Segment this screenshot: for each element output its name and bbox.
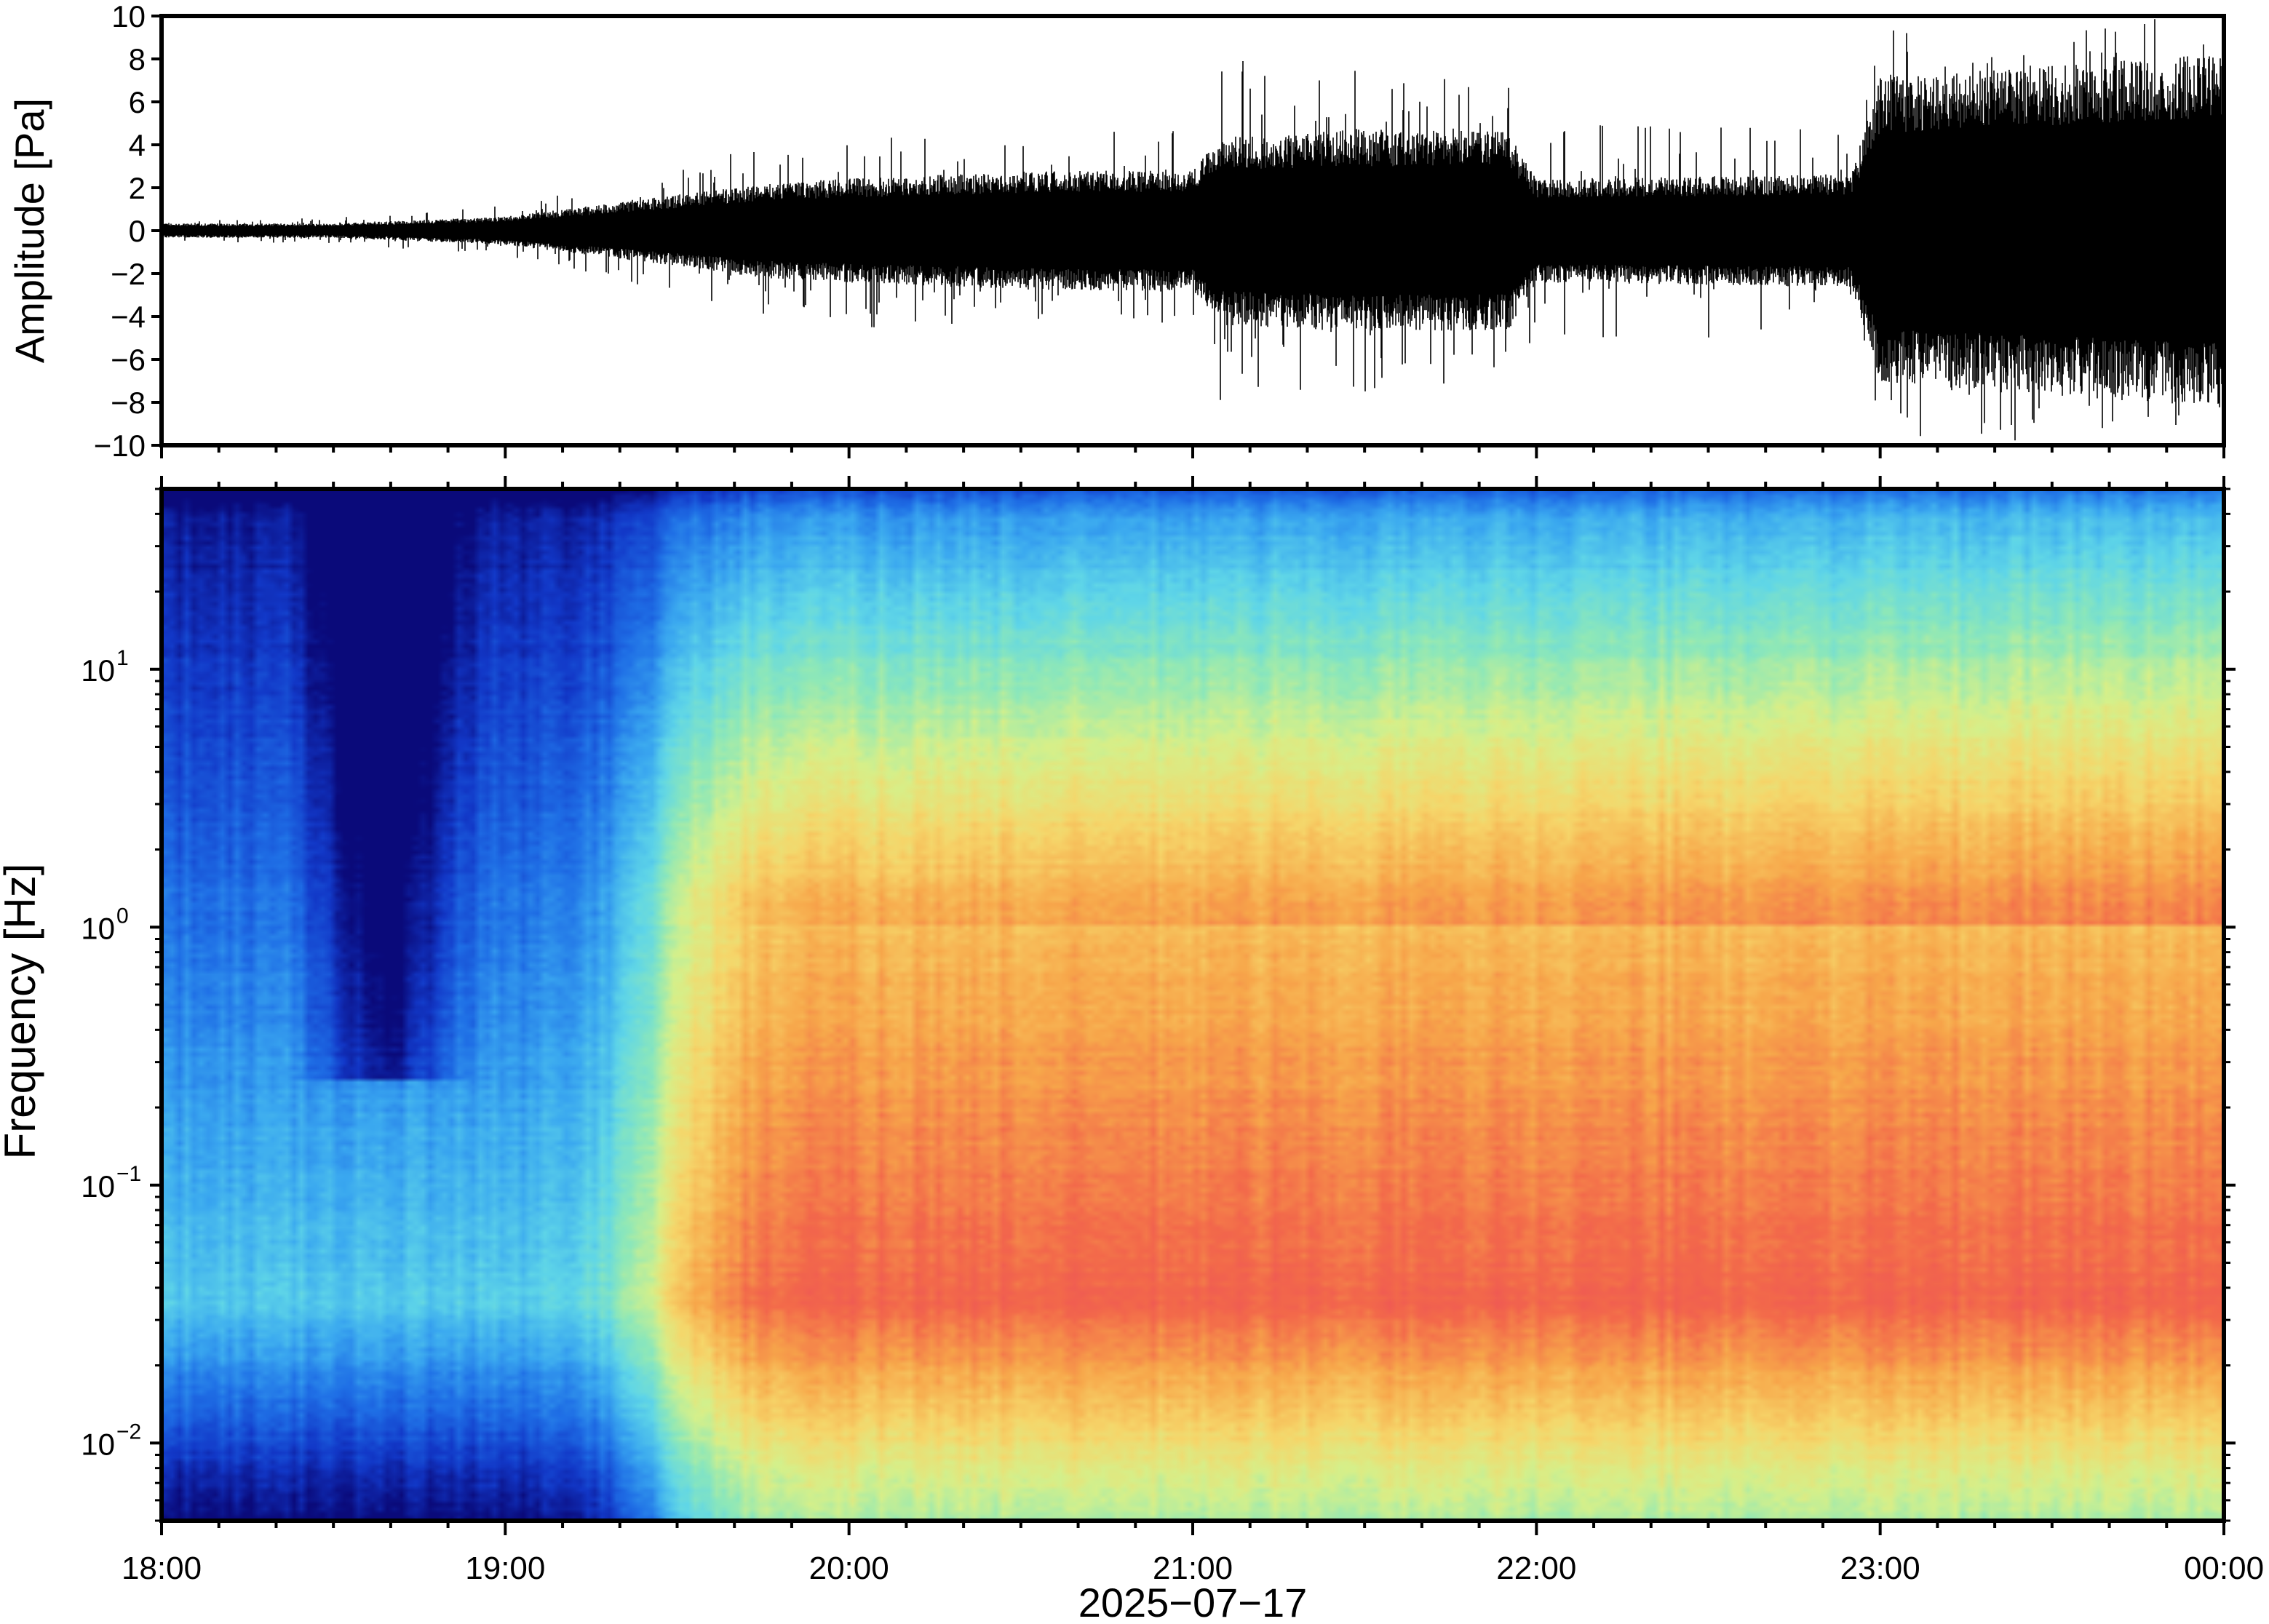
amplitude-plot-frame [159,14,2226,447]
time-x-tick-label: 22:00 [1496,1551,1576,1586]
waveform-trace [161,19,2225,441]
time-x-tick-label: 23:00 [1840,1551,1920,1586]
amplitude-panel: −10 −8 −6 −4 −2 0 2 4 6 8 10 Amplitude [Pa] [7,0,2226,463]
frequency-y-tick-exponent: −1 [116,1162,141,1186]
frequency-y-tick-exponent: 1 [116,646,129,670]
amplitude-y-tick-label: −2 [111,257,146,291]
amplitude-y-tick-label: −8 [111,386,146,420]
frequency-y-tick-label: 10 [81,1169,115,1203]
amplitude-y-tick-label: −6 [111,343,146,377]
amplitude-y-axis: −10 −8 −6 −4 −2 0 2 4 6 8 10 [94,0,162,463]
spectrogram-plot-frame [159,487,2226,1523]
time-x-tick-label: 18:00 [122,1551,202,1586]
waveform-path [161,19,2225,441]
amplitude-y-tick-label: 6 [129,85,146,119]
amplitude-y-tick-label: 0 [129,214,146,248]
time-x-axis-label: 2025−07−17 [1078,1580,1308,1624]
amplitude-y-axis-label: Amplitude [Pa] [7,98,52,363]
spectrogram-image [162,489,2224,1521]
time-x-tick-label: 00:00 [2184,1551,2264,1586]
frequency-y-tick-label: 10 [81,911,115,945]
amplitude-y-tick-label: 10 [111,0,146,33]
amplitude-y-tick-label: 8 [129,42,146,76]
amplitude-y-tick-label: −4 [111,300,146,334]
frequency-y-axis-label: Frequency [Hz] [0,864,44,1160]
amplitude-y-tick-label: −10 [94,429,146,463]
frequency-y-tick-label: 10 [81,653,115,688]
spectrogram-heatmap [162,489,2224,1521]
frequency-y-tick-label: 10 [81,1427,115,1461]
frequency-y-tick-exponent: −2 [116,1420,141,1444]
time-x-tick-label: 19:00 [465,1551,545,1586]
amplitude-y-tick-label: 4 [129,128,146,162]
time-x-tick-label: 21:00 [1153,1551,1233,1586]
time-x-tick-label: 20:00 [809,1551,889,1586]
frequency-y-tick-exponent: 0 [116,904,129,928]
amplitude-y-tick-label: 2 [129,171,146,205]
